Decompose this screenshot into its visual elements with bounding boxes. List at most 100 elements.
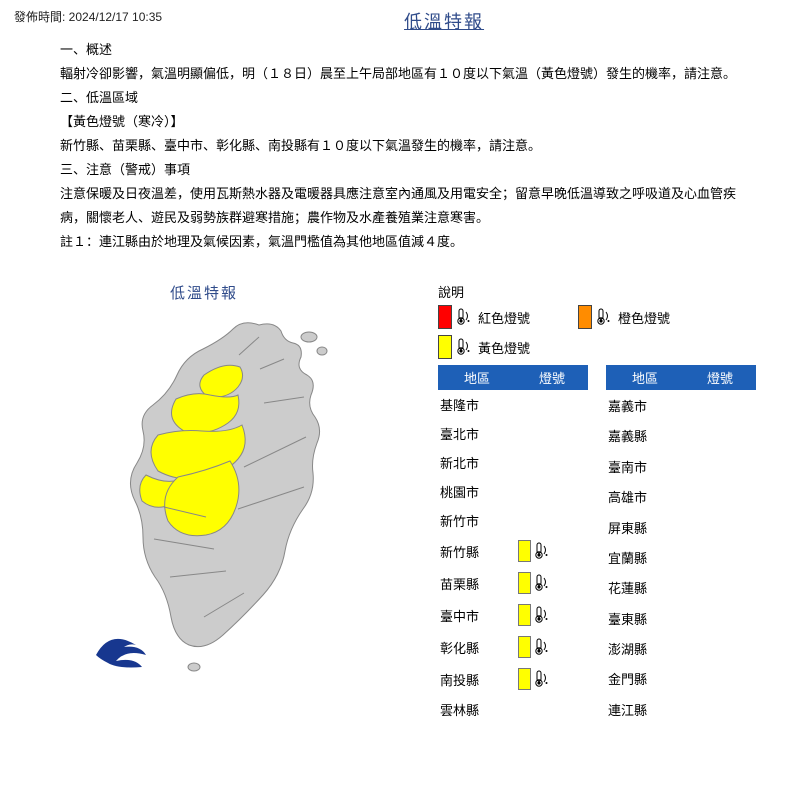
table-row: 新北市 [438,448,588,477]
region-cell: 新竹市 [438,506,516,535]
legend-label: 紅色燈號 [478,308,530,327]
table-row: 宜蘭縣 [606,542,756,572]
signal-cell [516,663,588,695]
signal-cell [684,603,756,633]
map-offshore-2 [317,347,327,355]
table-row: 彰化縣 [438,631,588,663]
thermometer-icon [594,307,614,327]
signal-cell [684,390,756,420]
th-signal: 燈號 [516,365,588,390]
signal-cell [516,631,588,663]
legend-swatch-icon [578,305,592,329]
table-row: 臺南市 [606,451,756,481]
signal-table-left: 地區 燈號 基隆市臺北市新北市桃園市新竹市新竹縣苗栗縣臺中市彰化縣南投縣雲林縣 [438,365,588,724]
signal-cell [684,633,756,663]
page-title: 低溫特報 [102,8,786,34]
section-area-signal: 【黃色燈號（寒冷）】 [60,110,760,134]
section-note: 註１：連江縣由於地理及氣候因素，氣溫門檻值為其他地區值減４度。 [60,230,760,254]
table-row: 南投縣 [438,663,588,695]
agency-logo-icon [96,639,146,668]
signal-chip-icon [518,636,531,658]
signal-cell [684,451,756,481]
thermometer-icon [454,307,474,327]
map-offshore-3 [188,663,200,671]
region-cell: 嘉義縣 [606,421,684,451]
signal-cell [516,567,588,599]
region-cell: 高雄市 [606,482,684,512]
thermometer-icon [454,337,474,357]
signal-chip-icon [518,604,531,626]
signal-cell [684,482,756,512]
map-title: 低溫特報 [0,282,434,303]
region-cell: 金門縣 [606,664,684,694]
table-row: 澎湖縣 [606,633,756,663]
section-area-heading: 二、低溫區域 [60,86,760,110]
region-cell: 新北市 [438,448,516,477]
section-caution-heading: 三、注意（警戒）事項 [60,158,760,182]
region-cell: 南投縣 [438,663,516,695]
signal-table-right: 地區 燈號 嘉義市嘉義縣臺南市高雄市屏東縣宜蘭縣花蓮縣臺東縣澎湖縣金門縣連江縣 [606,365,756,724]
table-row: 臺東縣 [606,603,756,633]
signal-chip-icon [518,540,531,562]
signal-cell [516,695,588,724]
table-row: 苗栗縣 [438,567,588,599]
signal-chip-icon [518,668,531,690]
region-cell: 雲林縣 [438,695,516,724]
region-cell: 臺北市 [438,419,516,448]
table-row: 花蓮縣 [606,573,756,603]
signal-cell [684,542,756,572]
table-row: 新竹市 [438,506,588,535]
table-row: 屏東縣 [606,512,756,542]
table-row: 桃園市 [438,477,588,506]
table-row: 連江縣 [606,694,756,724]
section-overview-text: 輻射冷卻影響，氣溫明顯偏低，明（１８日）晨至上午局部地區有１０度以下氣溫（黃色燈… [60,62,760,86]
table-row: 臺中市 [438,599,588,631]
signal-cell [516,419,588,448]
table-row: 金門縣 [606,664,756,694]
thermometer-icon [532,605,552,625]
legend-title: 說明 [438,282,778,301]
signal-cell [684,664,756,694]
section-area-text: 新竹縣、苗栗縣、臺中市、彰化縣、南投縣有１０度以下氣溫發生的機率，請注意。 [60,134,760,158]
legend-row: 紅色燈號 橙色燈號黃色燈號 [438,305,778,359]
signal-cell [516,448,588,477]
region-cell: 臺南市 [606,451,684,481]
table-row: 雲林縣 [438,695,588,724]
signal-cell [684,512,756,542]
region-cell: 花蓮縣 [606,573,684,603]
thermometer-icon [532,637,552,657]
th-region: 地區 [606,365,684,390]
region-cell: 新竹縣 [438,535,516,567]
table-row: 高雄市 [606,482,756,512]
signal-cell [516,390,588,419]
legend-swatch-icon [438,335,452,359]
signal-cell [684,573,756,603]
legend-label: 黃色燈號 [478,338,530,357]
signal-cell [684,421,756,451]
region-cell: 桃園市 [438,477,516,506]
map-offshore-1 [301,332,317,342]
region-cell: 宜蘭縣 [606,542,684,572]
table-row: 嘉義市 [606,390,756,420]
region-cell: 嘉義市 [606,390,684,420]
region-cell: 連江縣 [606,694,684,724]
legend-item: 紅色燈號 [438,305,568,329]
table-row: 臺北市 [438,419,588,448]
region-cell: 基隆市 [438,390,516,419]
table-row: 基隆市 [438,390,588,419]
signal-cell [684,694,756,724]
legend-item: 橙色燈號 [578,305,708,329]
region-cell: 臺中市 [438,599,516,631]
table-row: 嘉義縣 [606,421,756,451]
signal-cell [516,477,588,506]
signal-cell [516,599,588,631]
th-region: 地區 [438,365,516,390]
region-cell: 苗栗縣 [438,567,516,599]
taiwan-map [54,307,394,687]
signal-chip-icon [518,572,531,594]
section-overview-heading: 一、概述 [60,38,760,62]
th-signal: 燈號 [684,365,756,390]
legend-swatch-icon [438,305,452,329]
region-cell: 臺東縣 [606,603,684,633]
table-row: 新竹縣 [438,535,588,567]
